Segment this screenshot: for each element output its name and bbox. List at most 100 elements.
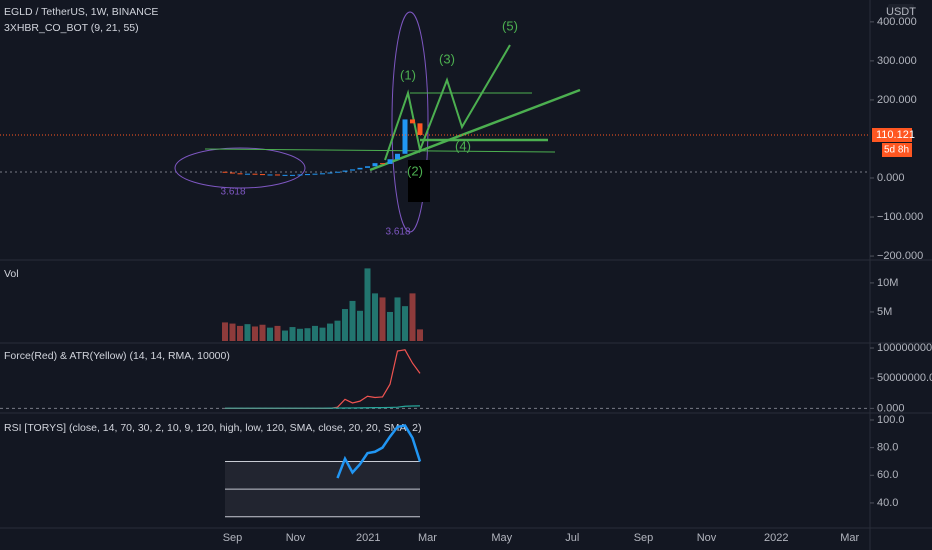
candle — [387, 159, 393, 164]
x-tick-label: 2022 — [764, 532, 788, 544]
candle — [275, 174, 280, 176]
volume-bar — [282, 330, 288, 341]
volume-bar — [417, 329, 423, 341]
candle — [282, 174, 288, 176]
candle — [237, 173, 243, 175]
volume-bar — [327, 323, 333, 341]
candle — [357, 167, 363, 170]
volume-bar — [237, 325, 243, 341]
candle — [320, 173, 325, 175]
wave-label: (4) — [455, 138, 471, 153]
box — [408, 160, 430, 202]
y-tick-label: 100000000.000 — [877, 342, 932, 354]
candle — [410, 119, 415, 124]
unit-box — [888, 4, 914, 19]
volume-bar — [304, 328, 311, 341]
y-tick-label: 400.000 — [877, 16, 917, 28]
volume-bar — [319, 327, 326, 341]
y-tick-label: 5M — [877, 306, 892, 318]
volume-bar — [252, 326, 258, 341]
y-tick-label: 200.000 — [877, 94, 917, 106]
panel-title: Force(Red) & ATR(Yellow) (14, 14, RMA, 1… — [4, 350, 230, 362]
candle — [305, 174, 310, 176]
series-line — [225, 405, 421, 409]
volume-bar — [297, 328, 303, 341]
y-tick-label: 60.0 — [877, 469, 898, 481]
x-tick-label: Mar — [840, 532, 859, 544]
y-tick-label: 300.000 — [877, 55, 917, 67]
countdown-box — [882, 143, 912, 158]
volume-bar — [387, 311, 393, 341]
candle — [222, 171, 228, 173]
countdown: 5d 8h — [884, 145, 909, 156]
candle — [350, 169, 355, 171]
panel-title: Vol — [4, 268, 19, 280]
candle — [245, 173, 250, 175]
last-price-label: 110.121 — [876, 129, 915, 141]
y-tick-label: 40.0 — [877, 497, 898, 509]
x-tick-label: Jul — [565, 532, 579, 544]
volume-bar — [312, 325, 318, 341]
x-tick-label: Sep — [634, 532, 654, 544]
y-tick-label: 10M — [877, 277, 898, 289]
y-tick-label: 0.000 — [877, 402, 905, 414]
drawings — [174, 11, 581, 233]
y-tick-label: −100.000 — [877, 211, 923, 223]
chart-title: EGLD / TetherUS, 1W, BINANCE — [4, 6, 158, 18]
unit: USDT — [886, 6, 916, 18]
candle — [290, 174, 295, 176]
candle — [380, 163, 385, 165]
y-tick-label: 50000000.000 — [877, 372, 932, 384]
candle — [395, 153, 400, 160]
fib-label: 3.618 — [385, 227, 410, 238]
series-line — [336, 424, 422, 479]
volume-bar — [244, 324, 251, 341]
y-tick-label: 100.0 — [877, 414, 905, 426]
volume-bar — [267, 327, 273, 341]
last-price-box — [872, 128, 912, 143]
volume-bar — [334, 320, 341, 341]
volume-bar — [342, 309, 348, 341]
volume-bar — [402, 306, 408, 341]
volume-bar — [372, 293, 378, 341]
candle — [260, 174, 265, 176]
wave-label: (5) — [502, 18, 518, 33]
wave-label: (2) — [407, 163, 423, 178]
candle — [267, 174, 273, 176]
candle — [230, 172, 235, 174]
panel-title: RSI [TORYS] (close, 14, 70, 30, 2, 10, 9… — [4, 422, 422, 434]
volume-bar — [274, 325, 281, 341]
y-tick-label: −200.000 — [877, 250, 923, 262]
volume-bar — [349, 300, 356, 341]
candle — [402, 119, 408, 154]
volume-bar — [409, 293, 416, 341]
x-tick-label: Sep — [223, 532, 243, 544]
candle — [252, 173, 258, 175]
x-tick-label: 2021 — [356, 532, 380, 544]
candle — [335, 171, 340, 173]
fib-label: 3.618 — [220, 187, 245, 198]
volume-bar — [259, 324, 266, 341]
volume-bar — [289, 327, 296, 341]
volume-bar — [364, 268, 371, 341]
candle — [342, 170, 348, 172]
level-band — [225, 461, 420, 517]
volume-bar — [222, 322, 228, 341]
volume-bar — [394, 297, 401, 341]
x-tick-label: Mar — [418, 532, 437, 544]
wave-label: (1) — [400, 67, 416, 82]
candle — [312, 173, 318, 175]
y-tick-label: 0.000 — [877, 172, 905, 184]
candle — [327, 172, 333, 174]
x-tick-label: Nov — [697, 532, 717, 544]
candle — [372, 163, 378, 167]
volume-bar — [379, 297, 386, 341]
y-tick-label: 80.0 — [877, 442, 898, 454]
candle — [365, 166, 370, 168]
indicator-title: 3XHBR_CO_BOT (9, 21, 55) — [4, 22, 139, 34]
volume-bar — [229, 323, 236, 341]
candle — [417, 123, 423, 136]
